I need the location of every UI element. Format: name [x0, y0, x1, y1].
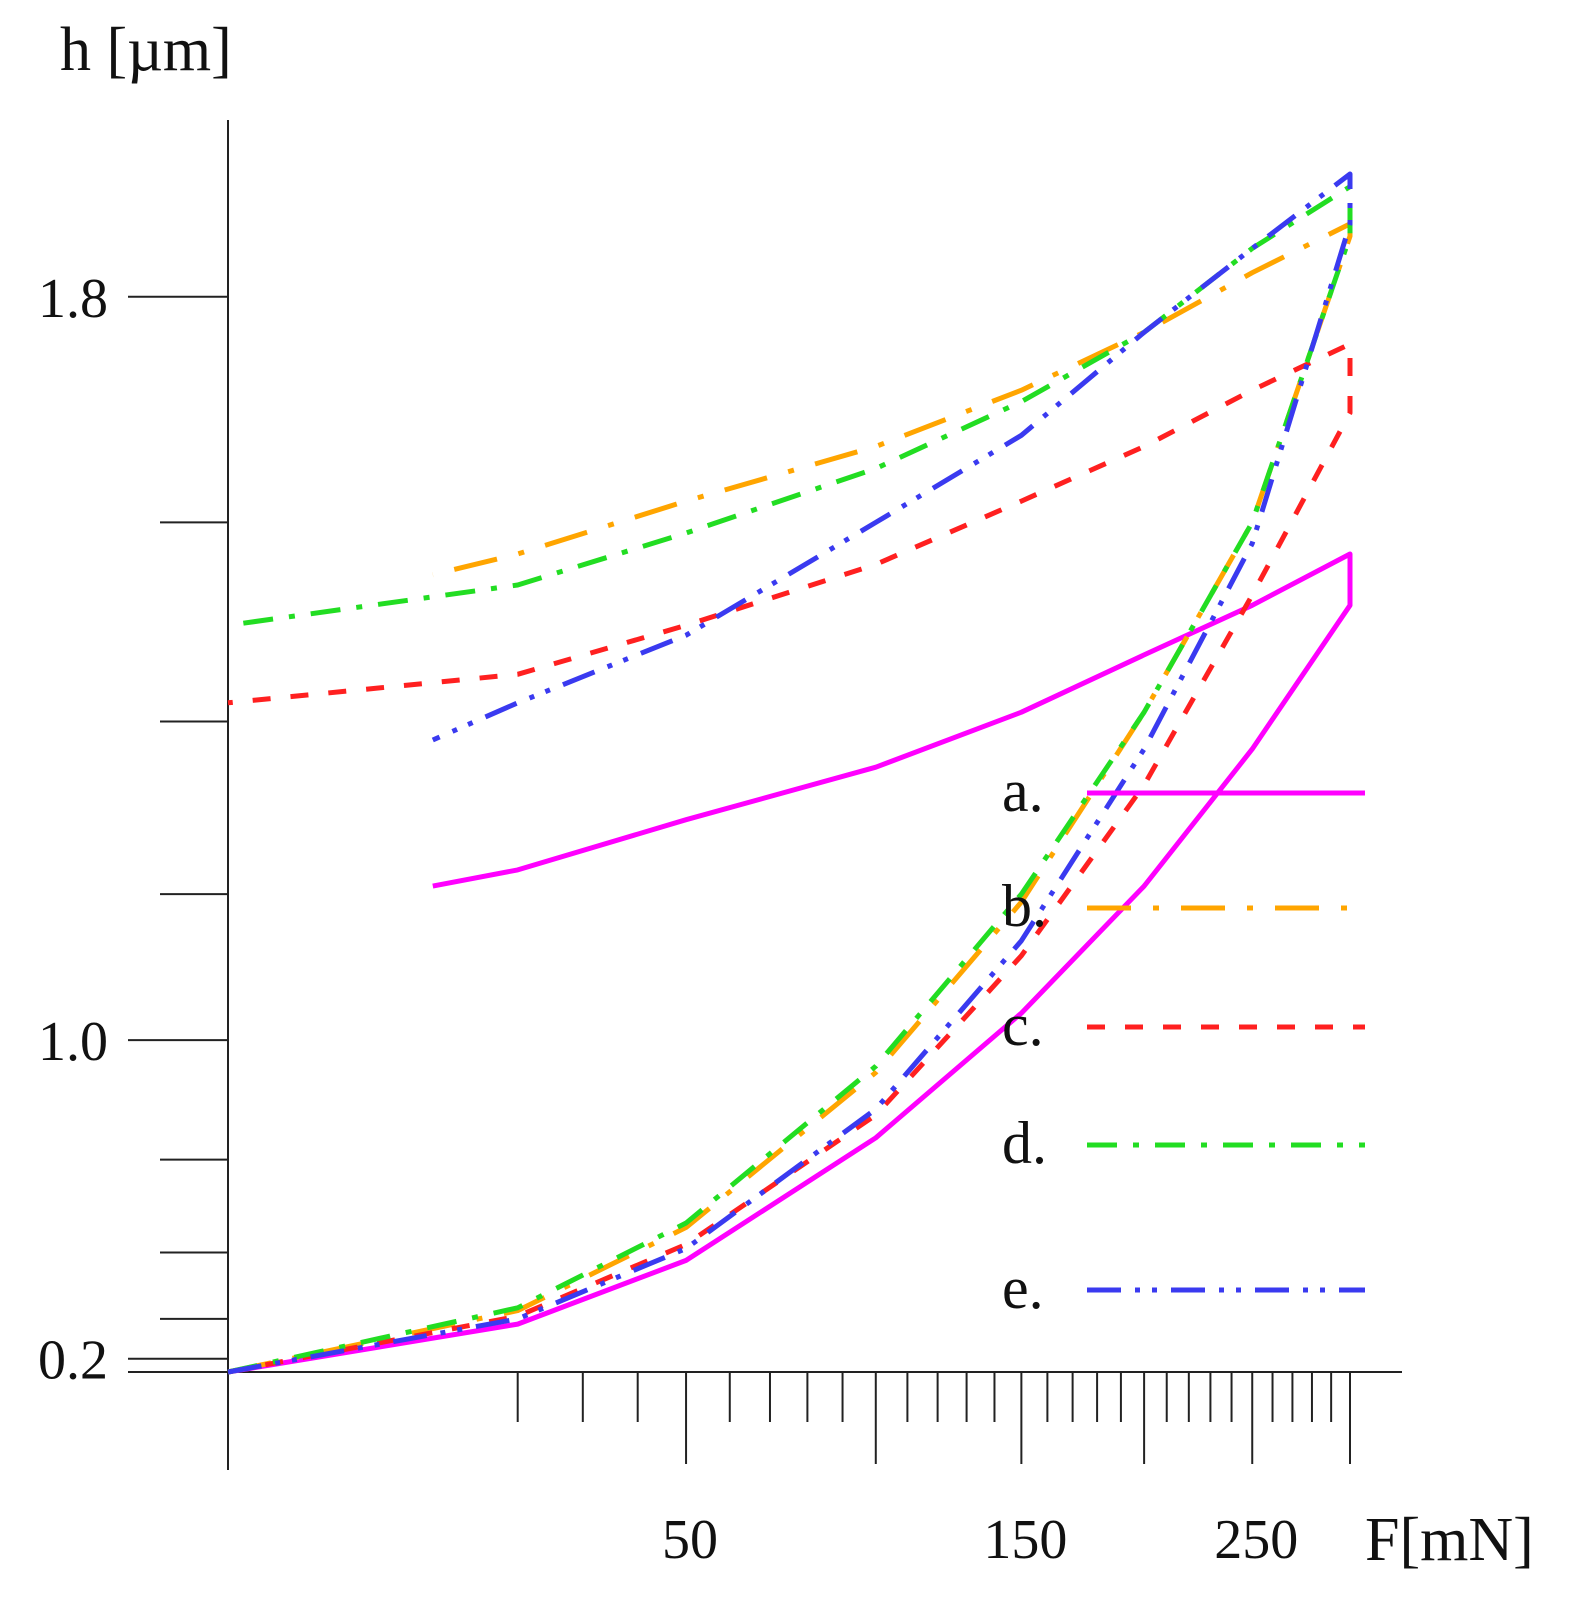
y-tick-label: 1.0: [38, 1011, 108, 1073]
legend: a. b. c. d. e.: [1002, 758, 1365, 1321]
x-tick-label: 150: [983, 1509, 1067, 1571]
series-line-c: [227, 341, 1353, 1375]
x-axis-label: F[mN]: [1365, 1506, 1534, 1574]
y-axis-label: h [µm]: [60, 16, 232, 84]
legend-label: c.: [1002, 992, 1044, 1058]
y-tick-label: 0.2: [38, 1330, 108, 1392]
y-tick-label: 1.8: [38, 268, 108, 330]
x-tick-label: 50: [662, 1509, 718, 1571]
series-line-d: [227, 184, 1353, 1375]
legend-label: b.: [1002, 873, 1047, 939]
series-line-a: [227, 551, 1353, 1375]
legend-label: d.: [1002, 1110, 1047, 1176]
series-line-b: [227, 221, 1353, 1375]
axis-labels: h [µm] F[mN]: [60, 16, 1534, 1574]
legend-label: a.: [1002, 758, 1044, 824]
axes: 0.2 1.0 1.8 50 150 250: [38, 120, 1402, 1571]
x-tick-label: 250: [1214, 1509, 1298, 1571]
series-group: [227, 171, 1353, 1375]
series-line-e: [227, 171, 1353, 1375]
legend-label: e.: [1002, 1255, 1044, 1321]
